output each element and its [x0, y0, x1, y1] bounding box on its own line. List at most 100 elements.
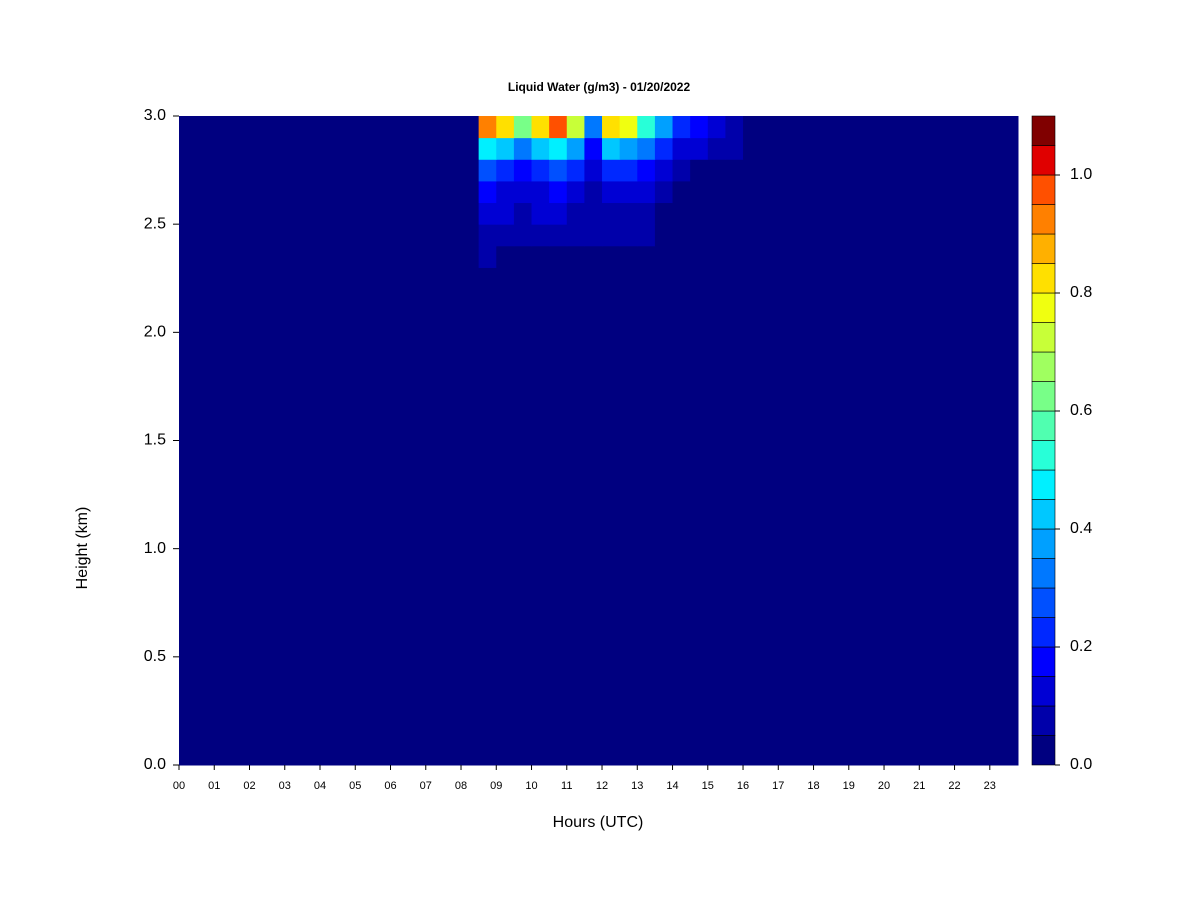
heat-cell [566, 159, 585, 182]
x-tick-label: 17 [772, 780, 784, 792]
y-tick-label: 1.0 [144, 540, 166, 557]
heat-cell [690, 202, 709, 225]
colorbar-band [1031, 233, 1056, 264]
heat-cell [637, 224, 656, 247]
heat-cell [513, 137, 533, 160]
colorbar-tick-label: 0.4 [1070, 520, 1092, 537]
heat-cell [690, 137, 709, 160]
y-axis-title: Height (km) [74, 507, 91, 590]
heat-cell [743, 116, 1019, 139]
y-tick-label: 3.0 [144, 107, 166, 124]
heat-cell [707, 267, 726, 766]
heat-cell [549, 180, 568, 204]
colorbar-band [1031, 587, 1056, 618]
x-tick-label: 19 [843, 780, 855, 792]
heat-cell [619, 224, 638, 247]
heat-cell [496, 159, 515, 182]
colorbar-band [1031, 676, 1056, 707]
x-tick-label: 20 [878, 780, 890, 792]
x-tick-label: 16 [737, 780, 749, 792]
heat-cell [725, 267, 744, 766]
heat-cell [637, 137, 656, 160]
x-tick-label: 05 [349, 780, 361, 792]
heat-cell [672, 245, 691, 268]
x-tick-label: 21 [913, 780, 925, 792]
colorbar-tick-label: 0.2 [1070, 638, 1092, 655]
heat-cell [707, 116, 726, 139]
heat-cell [602, 202, 621, 225]
heat-cell [619, 159, 638, 182]
heat-cell [436, 137, 451, 160]
colorbar-band [1031, 174, 1056, 205]
heat-cell [436, 180, 451, 204]
heat-cell [672, 224, 691, 247]
heat-cell [531, 116, 550, 139]
heat-cell [531, 224, 550, 247]
colorbar-band [1031, 410, 1056, 441]
heat-cell [672, 159, 691, 182]
heat-cell [531, 137, 550, 160]
heat-cell [584, 267, 603, 766]
heat-cell [637, 116, 656, 139]
x-axis-title: Hours (UTC) [553, 814, 644, 831]
heat-cell [496, 224, 515, 247]
x-tick-label: 11 [561, 780, 572, 792]
chart-title: Liquid Water (g/m3) - 01/20/2022 [508, 80, 691, 94]
colorbar-band [1031, 528, 1056, 559]
heat-cell [602, 159, 621, 182]
heat-cell [179, 202, 437, 225]
x-tick-label: 10 [525, 780, 537, 792]
heat-cell [672, 267, 691, 766]
heat-cell [549, 137, 568, 160]
heat-cell [450, 267, 480, 766]
x-tick-label: 13 [631, 780, 643, 792]
heat-cell [496, 137, 515, 160]
heat-cell [513, 202, 533, 225]
heat-cell [450, 224, 480, 247]
heat-cell [743, 267, 1019, 766]
heat-cell [513, 116, 533, 139]
colorbar-band [1031, 322, 1056, 353]
x-tick-label: 04 [314, 780, 326, 792]
heat-cell [619, 267, 638, 766]
heat-cell [619, 245, 638, 268]
heat-cell [584, 137, 603, 160]
colorbar-band [1031, 115, 1056, 146]
heat-cell [725, 137, 744, 160]
heat-cell [478, 116, 497, 139]
heat-cell [436, 245, 451, 268]
x-tick-label: 12 [596, 780, 608, 792]
heat-cell [179, 245, 437, 268]
heat-cell [531, 159, 550, 182]
heat-cell [450, 159, 480, 182]
heat-cell [743, 202, 1019, 225]
heat-cell [496, 267, 515, 766]
y-tick-label: 2.5 [144, 215, 166, 232]
colorbar-band [1031, 351, 1056, 382]
heat-cell [566, 202, 585, 225]
heat-cell [672, 137, 691, 160]
heat-cell [179, 267, 437, 766]
heat-cell [725, 202, 744, 225]
heat-cell [566, 137, 585, 160]
colorbar-tick-label: 0.6 [1070, 402, 1092, 419]
heat-cell [566, 224, 585, 247]
colorbar-band [1031, 292, 1056, 323]
heat-cell [637, 202, 656, 225]
heat-cell [619, 202, 638, 225]
heat-cell [743, 180, 1019, 204]
colorbar-band [1031, 263, 1056, 294]
x-tick-label: 18 [807, 780, 819, 792]
x-tick-label: 02 [243, 780, 255, 792]
heat-cell [619, 180, 638, 204]
heat-cell [450, 180, 480, 204]
heat-cell [637, 180, 656, 204]
heat-cell [690, 267, 709, 766]
heat-cell [436, 202, 451, 225]
colorbar-tick-label: 0.8 [1070, 284, 1092, 301]
heat-cell [654, 159, 674, 182]
colorbar-band [1031, 558, 1056, 589]
heat-cell [513, 180, 533, 204]
heat-cell [179, 180, 437, 204]
